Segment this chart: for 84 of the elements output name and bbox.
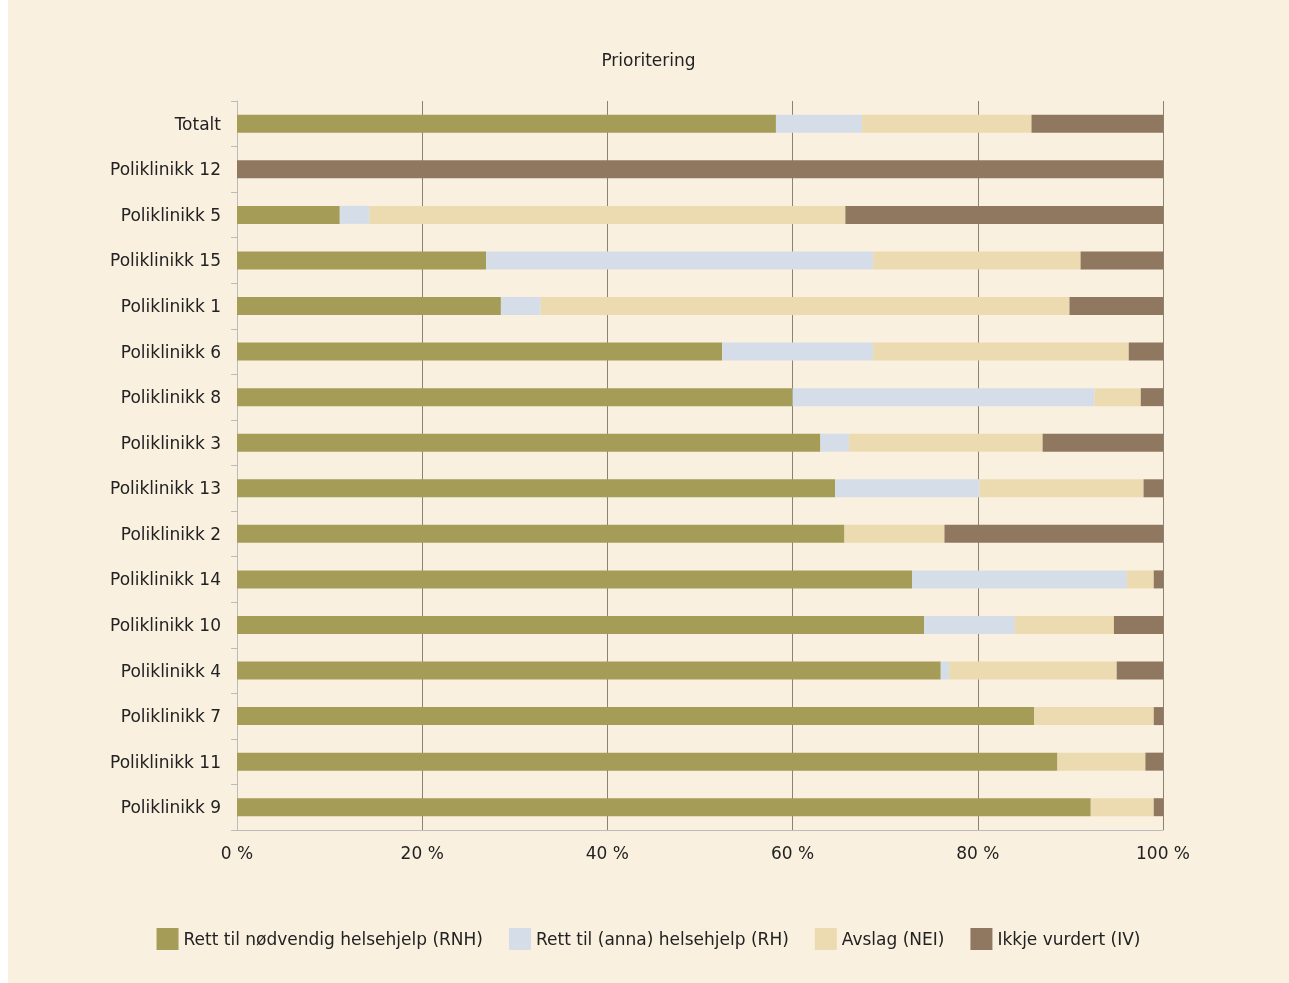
bar (844, 524, 945, 543)
y-tick-label: Poliklinikk 6 (120, 341, 221, 362)
bar (486, 251, 874, 270)
bar (775, 114, 863, 133)
bar (237, 615, 925, 634)
y-tick-label: Poliklinikk 8 (120, 387, 221, 408)
bar (237, 160, 1163, 179)
bar (237, 433, 821, 452)
bar (237, 251, 487, 270)
legend-label: Avslag (NEI) (841, 929, 945, 949)
y-tick-label: Poliklinikk 7 (120, 706, 221, 727)
bar (1153, 570, 1163, 589)
bar (1034, 707, 1154, 726)
y-tick-label: Poliklinikk 14 (109, 569, 221, 590)
bar (237, 297, 501, 316)
bar (820, 433, 850, 452)
y-tick-label: Poliklinikk 10 (109, 614, 221, 635)
bar (237, 524, 845, 543)
bar (237, 707, 1035, 726)
bar (873, 342, 1129, 361)
y-tick-label: Poliklinikk 3 (120, 432, 221, 453)
bar (339, 205, 370, 224)
y-tick-label: Poliklinikk 13 (109, 478, 221, 499)
legend-label: Rett til (anna) helsehjelp (RH) (535, 929, 789, 949)
bar (1094, 388, 1141, 407)
bar (1126, 570, 1154, 589)
y-tick-label: Poliklinikk 11 (109, 751, 221, 772)
bar (944, 524, 1163, 543)
y-tick-label: Poliklinikk 12 (109, 159, 221, 180)
x-tick-label: 60 % (771, 842, 815, 863)
bar (1057, 752, 1146, 771)
y-tick-label: Poliklinikk 1 (120, 296, 221, 317)
bar (940, 661, 950, 680)
bar (1069, 297, 1163, 316)
bar (1113, 615, 1163, 634)
x-tick-label: 0 % (220, 842, 254, 863)
legend-label: Rett til nødvendig helsehjelp (RNH) (183, 929, 483, 949)
bar (369, 205, 846, 224)
bar (849, 433, 1043, 452)
bar (1116, 661, 1163, 680)
bar (237, 752, 1058, 771)
bar (1153, 798, 1163, 817)
x-tick-label: 100 % (1135, 842, 1191, 863)
bar (237, 205, 340, 224)
y-tick-label: Poliklinikk 9 (120, 797, 221, 818)
y-tick-label: Poliklinikk 2 (120, 523, 221, 544)
y-tick-label: Totalt (173, 113, 222, 134)
chart-title: Prioritering (601, 49, 696, 70)
bar (1140, 388, 1163, 407)
x-tick-label: 40 % (585, 842, 629, 863)
bar (540, 297, 1070, 316)
bar (237, 798, 1091, 817)
bar (1143, 479, 1163, 498)
bar (792, 388, 1095, 407)
bar (237, 479, 836, 498)
bar (862, 114, 1032, 133)
bar (237, 570, 913, 589)
bar (237, 388, 793, 407)
bar (1042, 433, 1163, 452)
bar (722, 342, 874, 361)
bar (237, 661, 941, 680)
bar (949, 661, 1117, 680)
bar (1080, 251, 1163, 270)
bar (237, 342, 723, 361)
bar (1153, 707, 1163, 726)
bar (912, 570, 1127, 589)
bar (924, 615, 1015, 634)
y-tick-label: Poliklinikk 5 (120, 204, 221, 225)
y-tick-label: Poliklinikk 4 (120, 660, 221, 681)
legend-label: Ikkje vurdert (IV) (997, 929, 1141, 949)
bar (835, 479, 980, 498)
bar (979, 479, 1144, 498)
bar (1090, 798, 1154, 817)
x-tick-label: 80 % (956, 842, 1000, 863)
bar (873, 251, 1081, 270)
bar (1031, 114, 1163, 133)
bar (1128, 342, 1163, 361)
bar (1014, 615, 1114, 634)
y-tick-label: Poliklinikk 15 (109, 250, 221, 271)
bar (845, 205, 1163, 224)
x-tick-label: 20 % (400, 842, 444, 863)
bar (237, 114, 776, 133)
bar (500, 297, 541, 316)
bar (1145, 752, 1163, 771)
